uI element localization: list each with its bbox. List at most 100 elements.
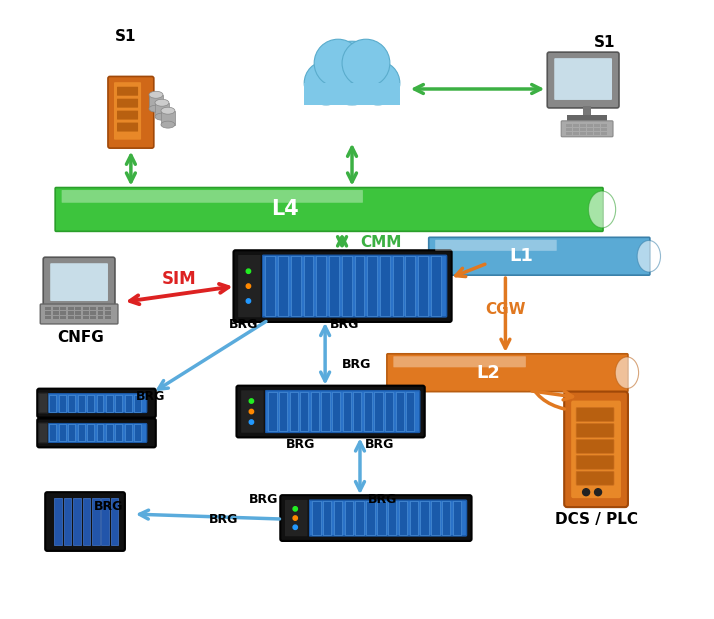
Bar — [59, 425, 66, 441]
Text: BRG: BRG — [136, 390, 166, 403]
Bar — [60, 316, 66, 319]
Text: L1: L1 — [510, 247, 533, 265]
Circle shape — [304, 61, 348, 105]
Text: CMM: CMM — [360, 235, 401, 250]
FancyBboxPatch shape — [39, 393, 48, 413]
FancyBboxPatch shape — [576, 423, 614, 438]
Bar — [356, 501, 364, 535]
Bar — [587, 132, 593, 135]
FancyBboxPatch shape — [576, 471, 614, 485]
Text: CGW: CGW — [486, 303, 526, 318]
Bar — [68, 311, 74, 315]
Bar — [311, 392, 319, 431]
Bar — [367, 256, 377, 316]
Bar — [594, 124, 600, 127]
Ellipse shape — [161, 107, 175, 114]
Bar — [321, 392, 330, 431]
Bar — [388, 501, 396, 535]
Bar — [134, 425, 141, 441]
Bar — [90, 307, 96, 311]
Bar — [149, 95, 163, 109]
Bar — [353, 392, 361, 431]
Bar — [396, 392, 404, 431]
Bar — [83, 498, 90, 545]
Bar — [75, 316, 81, 319]
Circle shape — [320, 41, 384, 105]
Bar — [374, 392, 383, 431]
Bar — [580, 124, 585, 127]
Bar — [363, 392, 372, 431]
Bar — [566, 124, 572, 127]
Bar — [594, 128, 600, 131]
FancyBboxPatch shape — [233, 250, 452, 322]
Bar — [594, 132, 600, 135]
Circle shape — [595, 488, 601, 496]
FancyBboxPatch shape — [37, 418, 156, 448]
Bar — [290, 392, 298, 431]
FancyBboxPatch shape — [266, 391, 420, 433]
Bar — [60, 307, 66, 311]
FancyBboxPatch shape — [547, 52, 619, 108]
FancyBboxPatch shape — [61, 190, 363, 203]
FancyBboxPatch shape — [44, 258, 115, 307]
Text: CNFG: CNFG — [58, 331, 104, 345]
Text: BRG: BRG — [342, 358, 371, 371]
Bar — [421, 501, 429, 535]
Bar — [587, 128, 593, 131]
Bar — [573, 132, 578, 135]
Bar — [161, 111, 175, 124]
FancyBboxPatch shape — [387, 354, 628, 392]
Circle shape — [293, 525, 298, 529]
Circle shape — [583, 488, 590, 496]
Text: BRG: BRG — [330, 318, 359, 331]
FancyBboxPatch shape — [236, 386, 425, 438]
Bar — [49, 395, 56, 412]
Bar — [601, 128, 606, 131]
Text: BRG: BRG — [94, 500, 123, 513]
FancyBboxPatch shape — [576, 456, 614, 469]
Bar — [380, 256, 390, 316]
FancyBboxPatch shape — [576, 439, 614, 453]
Circle shape — [246, 269, 251, 274]
Bar — [566, 132, 572, 135]
Bar — [87, 395, 94, 412]
Bar — [53, 307, 59, 311]
FancyBboxPatch shape — [571, 400, 621, 498]
Bar — [92, 498, 99, 545]
Bar — [98, 307, 104, 311]
Ellipse shape — [155, 99, 169, 106]
Ellipse shape — [155, 113, 169, 120]
Bar — [345, 501, 353, 535]
Circle shape — [249, 420, 253, 424]
FancyBboxPatch shape — [114, 82, 141, 140]
Bar — [316, 256, 326, 316]
FancyBboxPatch shape — [117, 87, 138, 96]
Ellipse shape — [149, 91, 163, 98]
Bar — [406, 392, 414, 431]
FancyBboxPatch shape — [576, 407, 614, 422]
FancyBboxPatch shape — [564, 392, 628, 507]
Bar — [323, 501, 331, 535]
Bar — [83, 316, 89, 319]
Bar — [116, 425, 122, 441]
Bar — [59, 395, 66, 412]
Ellipse shape — [615, 357, 638, 389]
Bar — [111, 498, 119, 545]
Circle shape — [246, 299, 251, 303]
Text: BRG: BRG — [249, 493, 278, 506]
Circle shape — [249, 409, 253, 413]
Bar — [83, 307, 89, 311]
FancyBboxPatch shape — [238, 254, 261, 318]
Circle shape — [342, 39, 390, 87]
Bar — [343, 392, 351, 431]
Bar — [332, 392, 341, 431]
FancyBboxPatch shape — [241, 389, 264, 433]
Bar — [567, 115, 607, 121]
FancyBboxPatch shape — [45, 423, 147, 443]
FancyBboxPatch shape — [117, 111, 138, 119]
Bar — [266, 256, 276, 316]
FancyBboxPatch shape — [561, 121, 613, 137]
Bar — [53, 316, 59, 319]
Bar — [78, 425, 84, 441]
Bar — [68, 425, 75, 441]
